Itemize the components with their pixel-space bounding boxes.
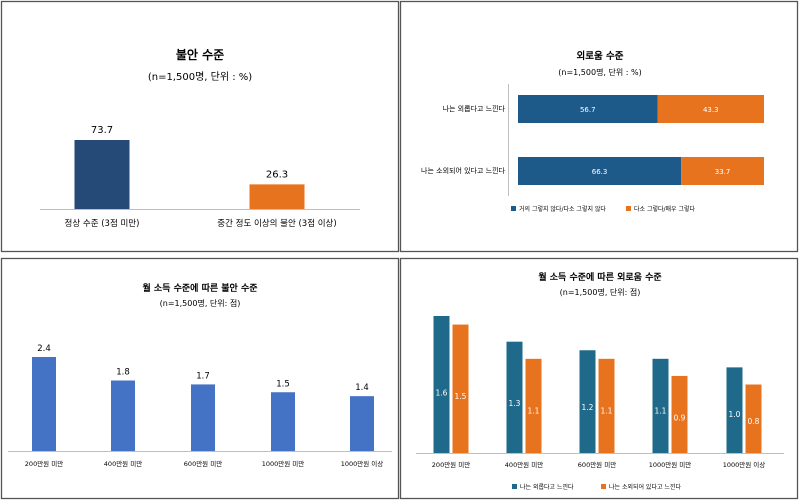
legend-swatch-lonely [512,484,517,489]
chart-anxiety-level: 불안 수준 (n=1,500명, 단위 : %) 정상 수준 (3점 미만) 중… [40,47,360,229]
data-label: 1.1 [601,406,613,415]
legend-swatch-isolated [601,484,606,489]
panel-frame-income-anxiety [0,257,400,500]
chart-subtitle: (n=1,500명, 단위: 점) [160,298,241,308]
bar-segment [657,95,764,123]
data-label: 1.0 [729,410,741,419]
data-label: 56.7 [580,106,596,114]
bar [745,384,762,453]
data-label: 43.3 [703,106,719,114]
chart-subtitle: (n=1,500명, 단위: 점) [560,287,641,297]
chart-title: 불안 수준 [176,47,224,62]
bar [249,184,305,209]
x-tick-label: 정상 수준 (3점 미만) [65,218,140,229]
chart-subtitle: (n=1,500명, 단위 : %) [558,67,641,77]
panel-frame-anxiety [0,0,400,253]
chart-title: 외로움 수준 [576,50,623,62]
x-tick-label: 400만원 미만 [104,459,142,468]
bar [433,316,450,453]
x-tick-label: 400만원 미만 [505,460,543,469]
chart-loneliness-level: 외로움 수준 (n=1,500명, 단위 : %) 나는 외롭다고 느낀다 나는… [421,50,764,213]
data-label: 1.5 [276,379,290,389]
bar [350,396,374,451]
legend-swatch-often [626,206,631,211]
bar-segment [518,95,658,123]
data-label: 2.4 [37,344,51,354]
legend-label-isolated: 나는 소외되어 있다고 느낀다 [609,483,681,491]
data-label: 1.5 [455,392,467,401]
data-label: 26.3 [266,169,288,180]
legend-label-often: 다소 그렇다/매우 그렇다 [634,205,696,213]
data-label: 1.7 [196,371,210,381]
legend-swatch-rarely [511,206,516,211]
data-label: 1.2 [582,403,594,412]
bar [598,358,615,453]
data-label: 0.8 [748,417,760,426]
data-label: 66.3 [592,168,608,176]
bar-segment [518,157,682,185]
bar [111,380,135,451]
y-tick-label: 나는 소외되어 있다고 느낀다 [421,166,506,175]
bar [726,367,743,453]
bar [506,341,523,453]
x-tick-label: 1000만원 미만 [262,459,305,468]
x-tick-label: 중간 정도 이상의 불안 (3점 이상) [217,218,336,229]
y-tick-label: 나는 외롭다고 느낀다 [443,104,506,113]
legend-label-lonely: 나는 외롭다고 느낀다 [520,483,574,491]
chart-subtitle: (n=1,500명, 단위 : %) [148,70,252,83]
data-label: 1.1 [655,406,667,415]
data-label: 73.7 [91,125,113,136]
x-tick-label: 200만원 미만 [432,460,470,469]
bar [579,350,596,453]
bar-segment [681,157,764,185]
x-tick-label: 1000만원 미만 [649,460,692,469]
x-tick-label: 600만원 미만 [578,460,616,469]
bar [452,324,469,453]
x-tick-label: 1000만원 이상 [723,460,766,469]
data-label: 33.7 [715,168,731,176]
x-tick-label: 1000만원 이상 [341,459,384,468]
bar [74,140,130,209]
bar [652,358,669,453]
data-label: 1.6 [436,388,448,397]
data-label: 1.1 [528,406,540,415]
panel-frame-loneliness [399,0,799,253]
bar [271,392,295,451]
x-tick-label: 600만원 미만 [184,459,222,468]
bar [671,375,688,453]
bar [32,357,56,451]
data-label: 1.3 [509,399,521,408]
x-tick-label: 200만원 미만 [25,459,63,468]
chart-income-loneliness: 월 소득 수준에 따른 외로움 수준 (n=1,500명, 단위: 점) 나는 … [416,271,784,491]
data-label: 0.9 [674,414,686,423]
data-label: 1.4 [355,383,369,393]
bar [191,384,215,451]
bar [525,358,542,453]
chart-title: 월 소득 수준에 따른 불안 수준 [142,282,257,294]
chart-title: 월 소득 수준에 따른 외로움 수준 [538,271,661,283]
data-label: 1.8 [116,368,130,378]
chart-income-anxiety: 월 소득 수준에 따른 불안 수준 (n=1,500명, 단위: 점) 2.4 2… [8,282,392,468]
legend-label-rarely: 거의 그렇지 않다/다소 그렇지 않다 [519,205,606,213]
